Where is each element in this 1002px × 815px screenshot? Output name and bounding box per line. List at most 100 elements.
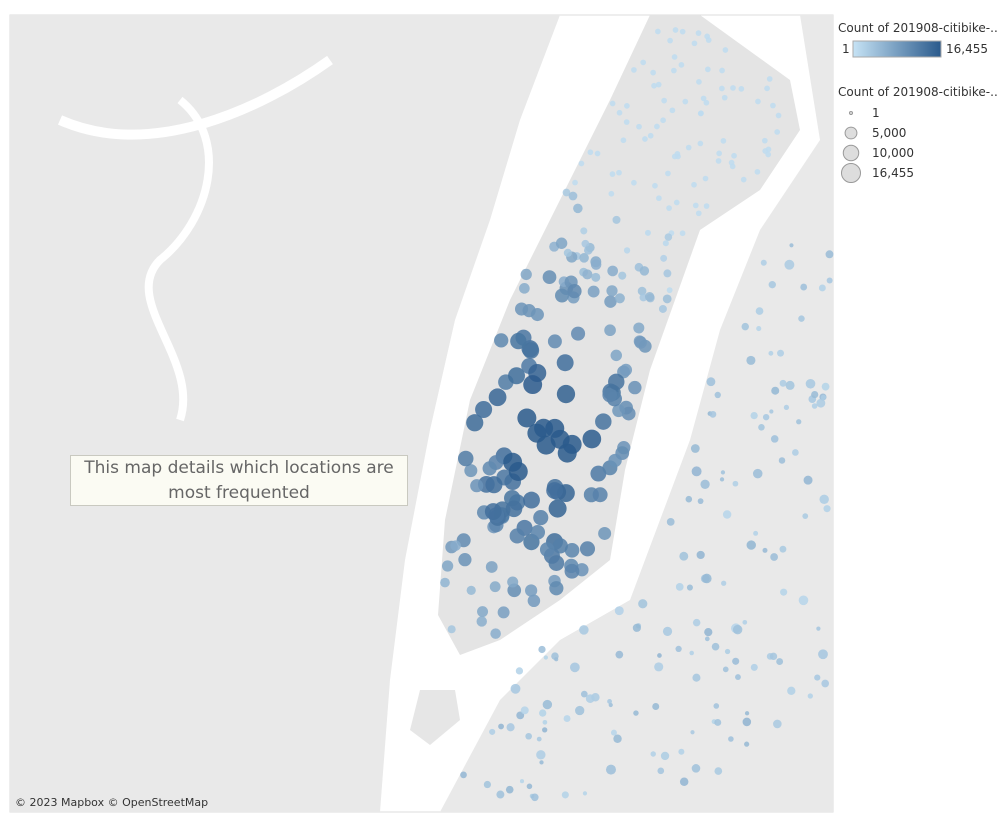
legend-min-label: 1 [842,42,850,56]
station-dot [661,97,667,104]
station-dot [548,555,565,571]
station-dot [679,777,689,787]
station-dot [587,149,594,156]
station-dot [679,551,689,561]
station-dot [590,259,602,270]
station-dot [696,79,702,85]
station-dot [636,123,642,130]
station-dot [704,627,713,637]
station-dot [744,741,750,747]
station-dot [814,674,821,681]
station-dot [533,510,549,526]
station-dot [631,179,637,186]
station-dot [580,227,588,235]
station-dot [714,767,723,775]
station-dot [675,583,684,591]
legend: Count of 201908-citibike-.. 1 16,455 Cou… [838,21,998,183]
station-dot [538,645,546,654]
station-dot [519,283,530,294]
station-dot [722,666,729,673]
station-dot [610,729,617,736]
station-dot [771,386,780,395]
station-dot [702,573,712,584]
station-dot [696,550,705,560]
station-dot [732,624,743,635]
station-dot [682,98,689,105]
station-dot [562,188,571,197]
size-legend-label: 16,455 [872,166,914,180]
station-dot [656,195,662,202]
station-dot [509,528,525,544]
station-dot [489,581,501,593]
station-dot [691,40,698,47]
station-dot [783,404,790,411]
station-dot [578,160,585,167]
station-dot [697,498,704,505]
station-dot [773,719,782,729]
station-dot [547,334,562,349]
station-dot [700,95,707,102]
station-dot [651,82,657,89]
station-dot [798,595,809,606]
station-dot [466,414,484,432]
station-dot [571,326,586,341]
station-dot [697,110,704,117]
station-dot [697,140,704,147]
station-dot [652,182,658,189]
station-dot [585,694,595,703]
station-dot [534,418,554,438]
station-dot [821,679,830,688]
station-dot [655,28,661,35]
station-dot [618,271,627,280]
station-dot [760,259,767,266]
station-dot [657,653,662,658]
station-dot [515,667,524,675]
station-dot [590,465,607,482]
station-dot [548,499,567,518]
station-dot [671,54,678,60]
station-dot [514,302,529,316]
station-dot [777,349,785,357]
station-dot [633,322,645,334]
station-dot [744,711,750,716]
station-dot [546,482,564,500]
station-dot [770,435,779,443]
station-dot [582,429,602,449]
station-dot [662,626,673,636]
station-dot [702,175,709,182]
station-dot [654,662,664,672]
station-dot [612,404,626,418]
station-dot [756,326,762,332]
station-dot [620,137,627,144]
station-dot [623,119,630,125]
station-dot [520,706,529,715]
station-dot [703,99,710,106]
station-dot [679,230,686,237]
station-dot [738,86,745,92]
station-dot [691,181,697,188]
station-dot [527,594,541,608]
station-dot [766,76,773,82]
station-dot [616,109,623,116]
station-dot [703,203,710,209]
station-dot [820,394,827,400]
station-dot [543,655,548,660]
size-legend-circle [844,126,858,140]
station-dot [582,791,588,796]
legend-max-label: 16,455 [946,42,988,56]
station-dot [602,387,618,403]
station-dot [634,336,647,349]
station-dot [638,599,648,609]
station-dot [530,308,544,322]
station-dot [564,542,580,558]
station-dot [520,268,532,281]
station-dot [669,107,676,114]
station-dot [650,69,657,76]
station-dot [608,190,615,197]
station-dot [728,736,734,742]
station-dot [632,623,641,632]
station-dot [663,269,672,278]
station-dot [774,129,781,135]
station-dot [488,388,507,407]
station-dot [567,284,582,299]
